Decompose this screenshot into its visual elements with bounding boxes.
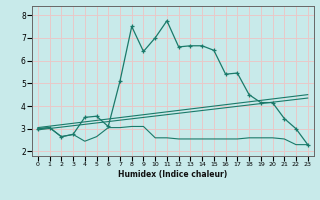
- X-axis label: Humidex (Indice chaleur): Humidex (Indice chaleur): [118, 170, 228, 179]
